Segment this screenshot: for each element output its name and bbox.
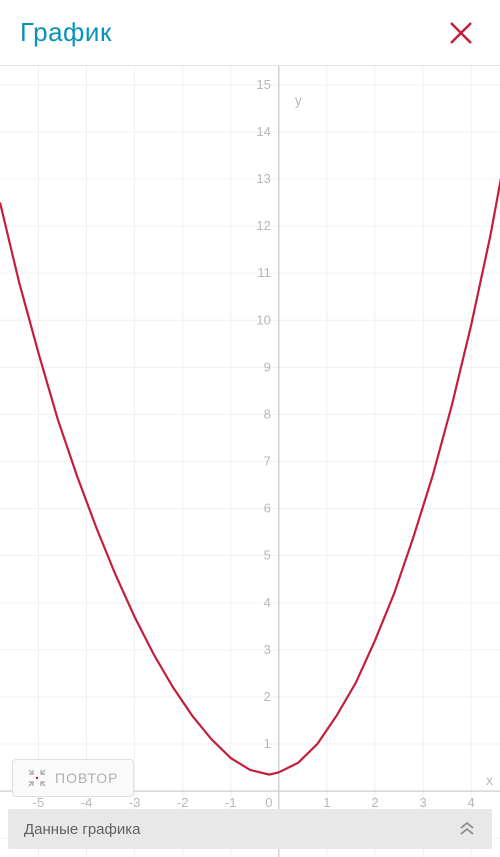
collapse-icon [27, 768, 47, 788]
svg-text:0: 0 [265, 795, 272, 810]
repeat-button[interactable]: ПОВТОР [12, 759, 134, 797]
svg-text:y: y [295, 92, 302, 108]
svg-text:3: 3 [419, 795, 426, 810]
data-panel-toggle[interactable]: Данные графика [8, 809, 492, 849]
svg-text:-1: -1 [225, 795, 237, 810]
chart-canvas: -5-4-3-2-101234-1123456789101112131415yx [0, 66, 500, 857]
svg-text:-3: -3 [129, 795, 141, 810]
svg-text:1: 1 [323, 795, 330, 810]
svg-text:1: 1 [264, 736, 271, 751]
svg-text:13: 13 [256, 171, 270, 186]
svg-text:3: 3 [264, 642, 271, 657]
header: График [0, 0, 500, 66]
svg-text:4: 4 [468, 795, 475, 810]
svg-text:-4: -4 [81, 795, 93, 810]
chart[interactable]: -5-4-3-2-101234-1123456789101112131415yx… [0, 66, 500, 857]
close-icon [448, 20, 474, 46]
svg-text:15: 15 [256, 77, 270, 92]
svg-text:4: 4 [264, 595, 271, 610]
svg-text:5: 5 [264, 548, 271, 563]
svg-text:2: 2 [371, 795, 378, 810]
svg-text:14: 14 [256, 124, 270, 139]
svg-text:-2: -2 [177, 795, 189, 810]
close-button[interactable] [442, 14, 480, 52]
svg-text:7: 7 [264, 454, 271, 469]
svg-text:10: 10 [256, 312, 270, 327]
svg-text:8: 8 [264, 406, 271, 421]
svg-text:12: 12 [256, 218, 270, 233]
svg-text:x: x [486, 772, 493, 788]
svg-text:9: 9 [264, 359, 271, 374]
svg-text:2: 2 [264, 689, 271, 704]
chevron-up-icon [458, 821, 476, 837]
svg-text:-5: -5 [33, 795, 45, 810]
page-title: График [20, 17, 112, 48]
repeat-label: ПОВТОР [55, 770, 119, 786]
svg-text:11: 11 [257, 265, 271, 280]
footer-label: Данные графика [24, 821, 140, 838]
svg-text:6: 6 [264, 501, 271, 516]
